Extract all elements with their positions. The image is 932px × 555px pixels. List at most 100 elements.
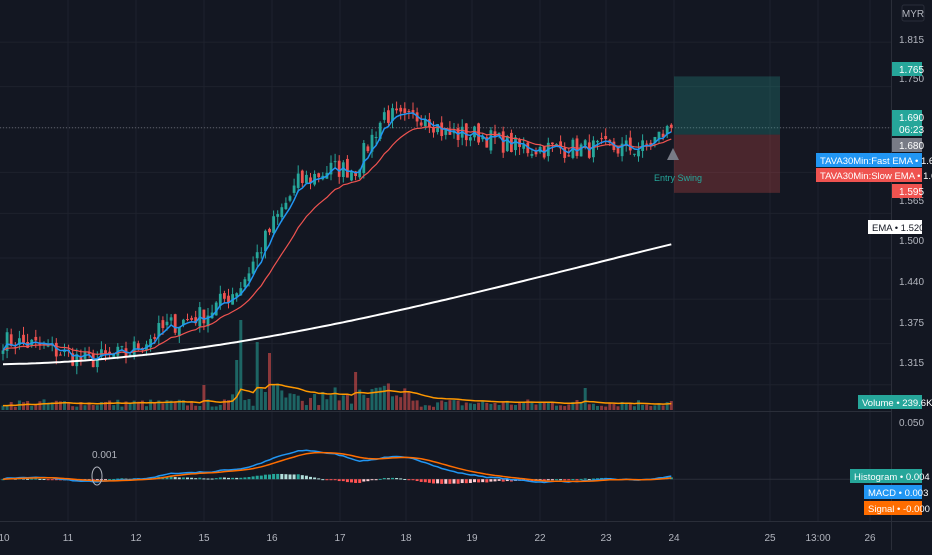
ema-badge [868,220,922,234]
volume-bar [374,387,378,410]
candle-body [247,273,251,281]
candle-body [419,122,423,126]
histogram-bar [468,479,472,483]
candle-body [428,119,431,127]
candle-body [551,142,554,145]
volume-bar [665,402,669,410]
volume-bar [210,406,214,410]
candle-body [628,137,632,151]
candle-body [366,146,370,152]
candle-body [71,353,75,366]
candle-body [378,122,382,139]
volume-bar [632,406,636,410]
histogram-bar [54,479,58,481]
candle-body [128,354,132,356]
volume-bar [440,400,444,410]
candle-body [665,126,669,134]
histogram-bar [366,479,370,482]
currency-box[interactable] [901,4,925,22]
volume-bar [345,394,349,410]
candle-body [243,279,247,287]
histogram-bar [571,479,575,481]
volume-bar [362,394,366,410]
entry-arrow-icon [667,148,679,160]
histogram-bar [460,479,464,484]
time-axis[interactable]: 10 11 12 15 16 17 18 19 22 23 24 25 13:00 26 [0,533,876,544]
histogram-bar [42,479,46,481]
histogram-bar [448,479,452,484]
histogram-bar [108,479,112,481]
candle-body [633,153,636,155]
volume-bar [534,404,538,410]
histogram-bar [120,478,124,480]
candle-body [661,133,665,138]
fast-ema-line [2,112,672,360]
histogram-bar [1,479,5,481]
histogram-bar [247,477,251,480]
volume-bar [288,393,292,410]
volume-bar [186,405,189,410]
histogram-bar [395,478,399,480]
time-tick: 23 [600,533,612,544]
histogram-bar [173,477,177,480]
volume-bar [501,401,505,410]
histogram-bar [177,477,181,480]
volume-bar [235,360,239,410]
histogram-bar [391,477,394,480]
candle-body [563,147,567,158]
candle-body [136,343,140,350]
histogram-bar [231,477,235,480]
candle-body [436,124,439,133]
price-axis[interactable]: MYR 1.815 1.750 1.565 1.500 1.440 1.375 … [899,4,925,429]
volume-bar [259,388,263,410]
volume-bar [514,404,517,410]
histogram-bar [227,477,230,480]
candle-body [333,161,337,163]
volume-bar [395,395,399,410]
candle-body [108,351,111,354]
volume-bar [165,400,169,410]
volume-bar [218,404,222,410]
volume-bar [423,405,427,410]
candle-body [637,150,640,157]
candle-body [649,142,653,146]
volume-bar [341,395,345,410]
histogram-bar [432,479,435,484]
candle-body [452,130,456,134]
volume-bar [583,388,587,410]
last-price-text: 1.690 [899,113,924,124]
volume-bar [206,399,210,410]
histogram-bar [181,477,185,480]
volume-bar [13,406,17,410]
histogram-bar [526,479,530,482]
trade-position[interactable] [674,76,780,193]
volume-bar [128,403,132,410]
volume-bar [112,405,116,410]
volume-bar [239,320,243,410]
histogram-bar [268,474,271,480]
histogram-bar [104,479,107,481]
histogram-bar [596,478,599,480]
volume-bar [571,401,575,410]
volume-bar [255,342,259,410]
histogram-bar [374,479,378,481]
candle-body [272,216,275,233]
volume-bar [567,404,571,410]
volume-bar [624,403,628,410]
time-tick: 15 [198,533,210,544]
volume-bar [386,383,390,410]
histogram-bar [116,478,120,480]
candle-body [469,137,472,141]
histogram-bar [259,475,263,480]
volume-bar [333,387,337,410]
volume-bar [202,385,206,410]
histogram-bar [325,479,329,481]
histogram-bar [239,477,243,480]
histogram-bar [30,478,34,480]
time-tick: 13:00 [805,533,830,544]
volume-bar [145,406,148,410]
volume-bar [104,401,107,410]
